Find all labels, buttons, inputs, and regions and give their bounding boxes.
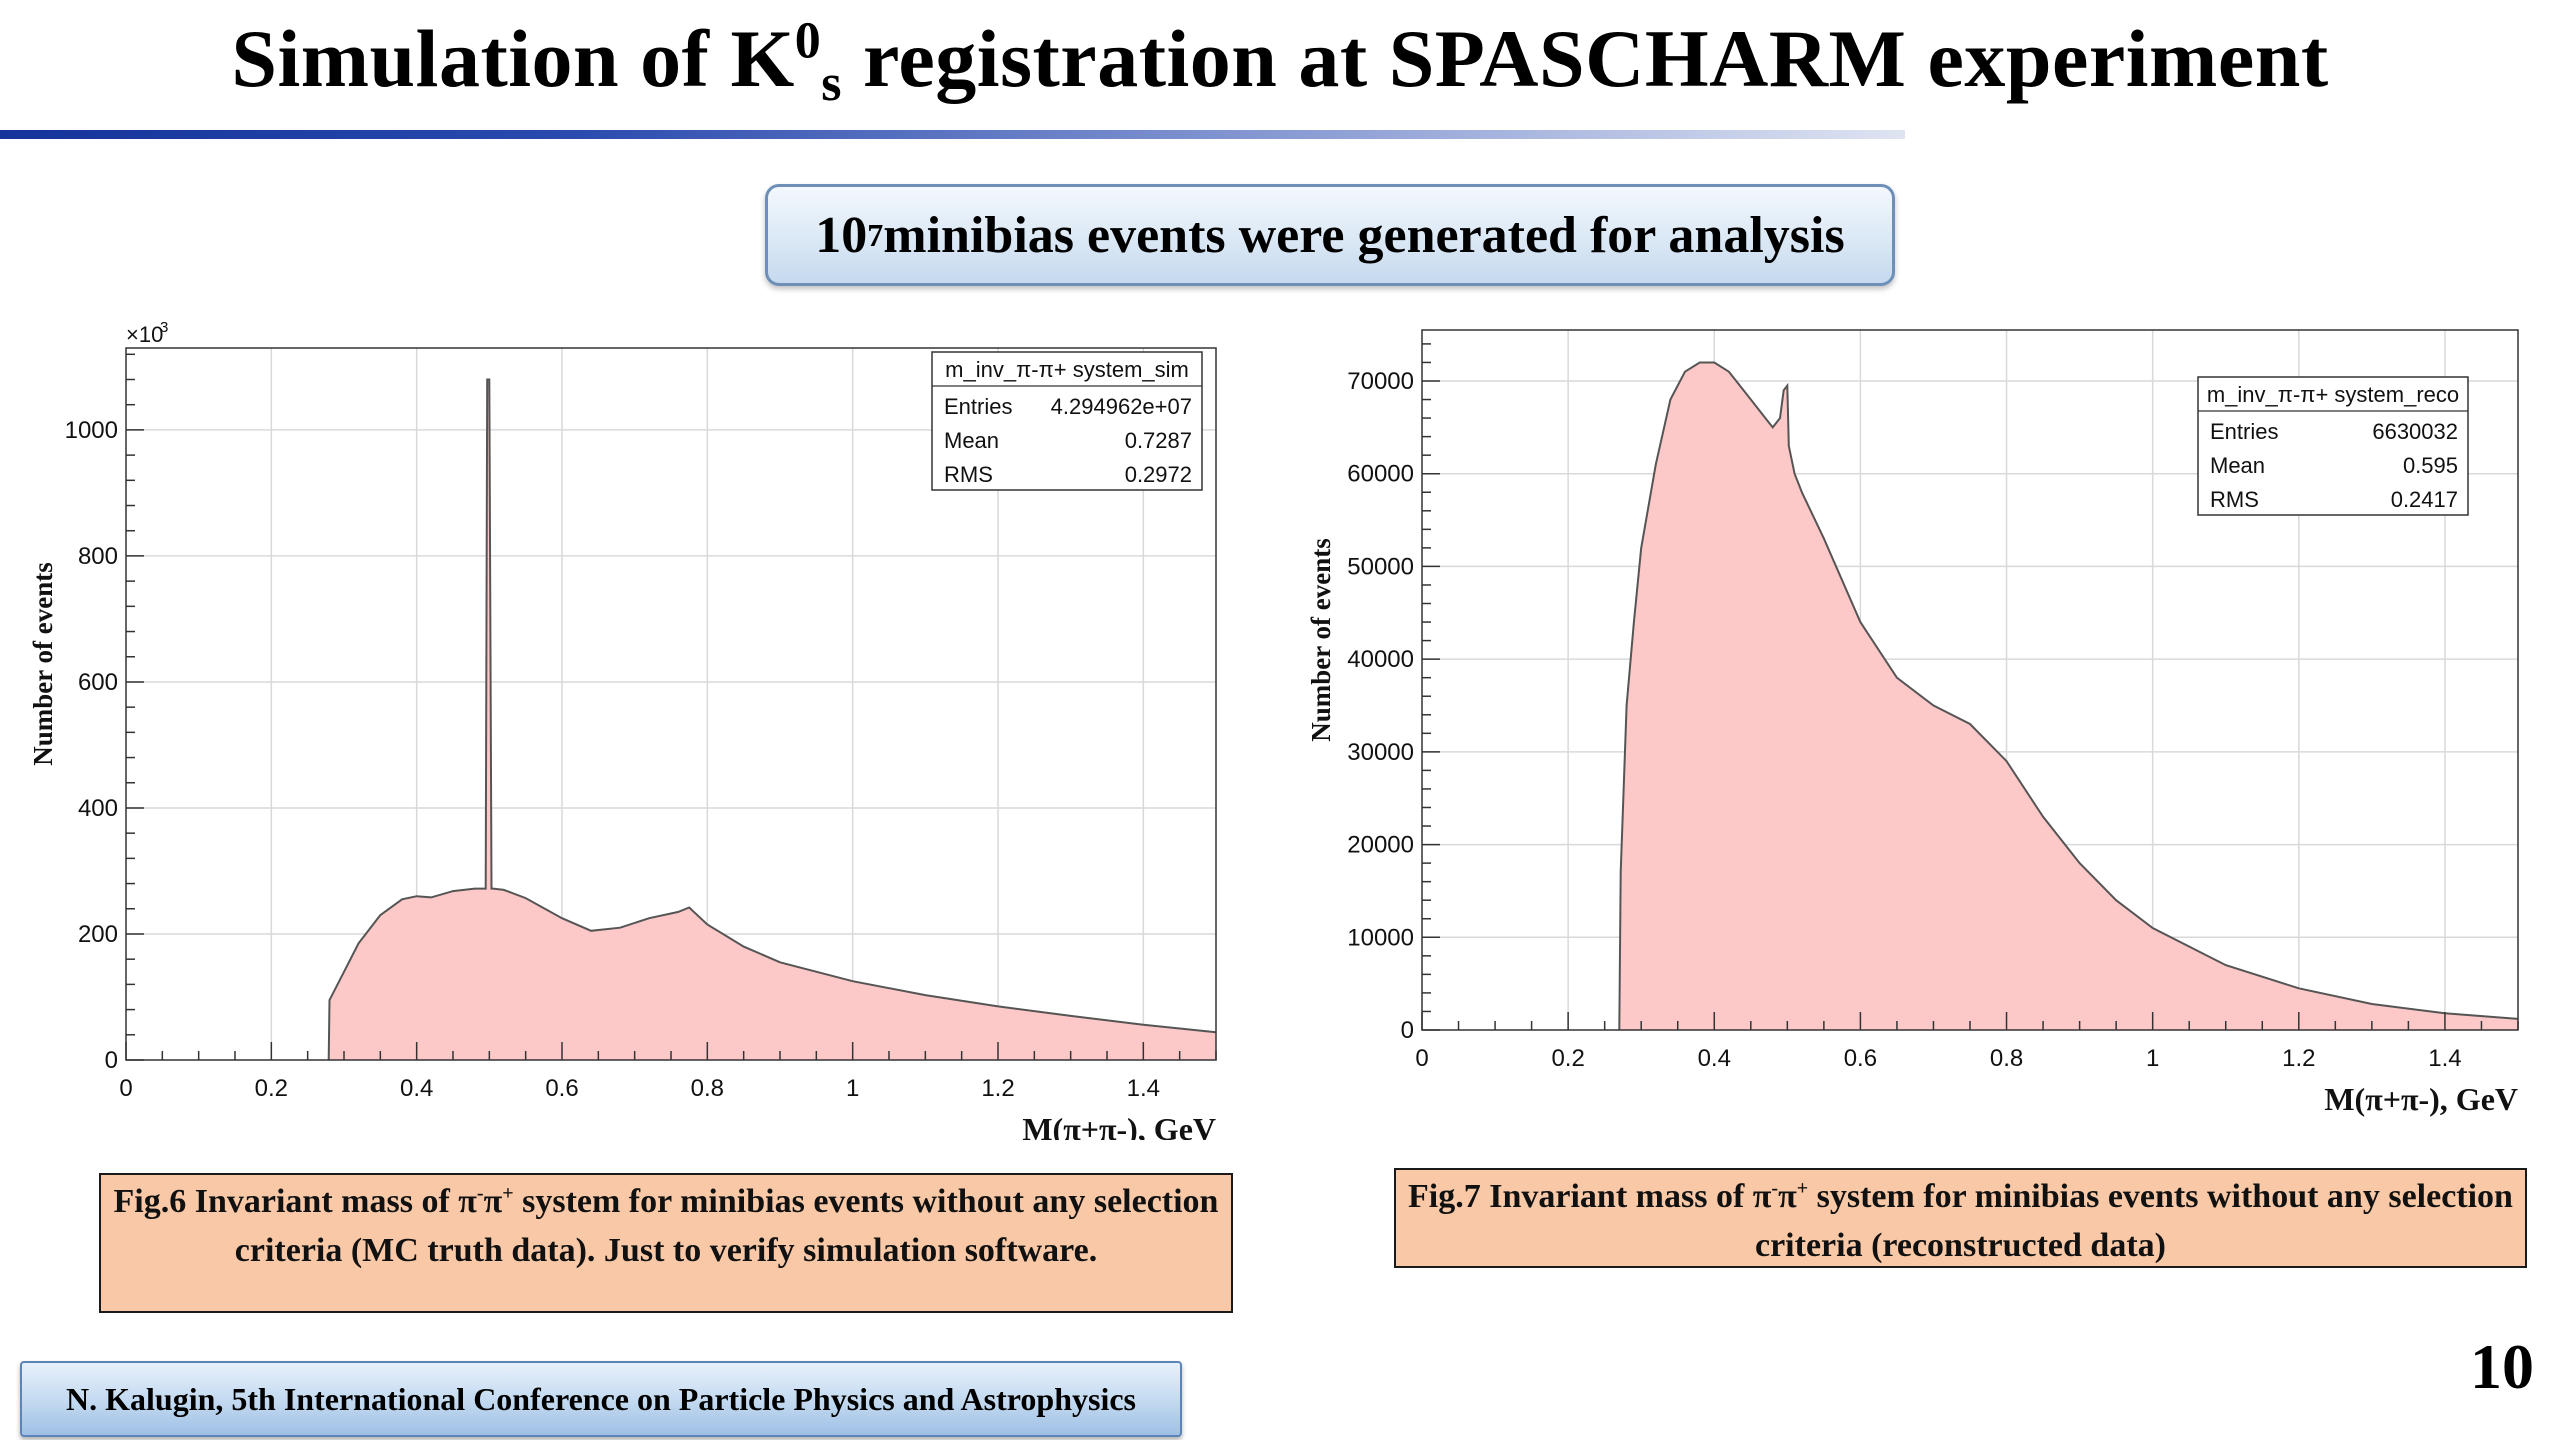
stats-row-value: 6630032 (2372, 419, 2458, 444)
x-tick-label: 0.8 (1990, 1045, 2023, 1072)
y-tick-label: 50000 (1347, 553, 1414, 580)
title-part: Simulation of K (231, 13, 795, 104)
y-tick-label: 1000 (65, 417, 118, 444)
histogram-outline (1618, 361, 2519, 1031)
y-tick-label: 200 (78, 921, 118, 948)
y-tick-label: 30000 (1347, 739, 1414, 766)
x-tick-label: 1.4 (1127, 1075, 1160, 1102)
page-number: 10 (2470, 1331, 2534, 1402)
x-tick-label: 0.2 (255, 1075, 288, 1102)
slide-title: Simulation of K0s registration at SPASCH… (0, 12, 2560, 110)
caption-text: system for minibias events without any s… (234, 1183, 1219, 1269)
y-multiplier-label: ×10 (126, 322, 163, 347)
stats-row-label: Entries (944, 394, 1012, 419)
stats-row-value: 0.2417 (2391, 487, 2458, 512)
stats-box-title: m_inv_π-π+ system_reco (2207, 382, 2459, 407)
stats-row-value: 0.7287 (1125, 428, 1192, 453)
y-axis-label: Number of events (1306, 538, 1336, 741)
stats-box-title: m_inv_π-π+ system_sim (945, 357, 1189, 382)
figure-7-caption: Fig.7 Invariant mass of π-π+ system for … (1394, 1168, 2527, 1268)
y-axis: 0 200 400 600 800 1000 (65, 353, 144, 1074)
histogram-fill (328, 379, 1216, 1060)
y-tick-label: 400 (78, 795, 118, 822)
banner-text: minibias events were generated for analy… (883, 206, 1845, 264)
caption-text: Fig.6 Invariant mass of π (113, 1183, 477, 1220)
stats-box: m_inv_π-π+ system_sim Entries 4.294962e+07… (931, 351, 1203, 491)
x-tick-label: 0.2 (1551, 1045, 1584, 1072)
y-tick-label: 70000 (1347, 368, 1414, 395)
banner-base: 10 (815, 206, 868, 264)
x-tick-label: 0 (119, 1075, 132, 1102)
x-tick-label: 0.4 (1698, 1045, 1731, 1072)
y-axis: 0 10000 20000 30000 40000 50000 60000 70000 (1347, 343, 1440, 1044)
stats-row-label: RMS (944, 462, 993, 487)
stats-row-label: Mean (944, 428, 999, 453)
x-tick-label: 1 (846, 1075, 859, 1102)
x-tick-label: 1.2 (981, 1075, 1014, 1102)
stats-row-label: RMS (2210, 487, 2259, 512)
title-underline (0, 130, 1905, 139)
y-tick-label: 60000 (1347, 461, 1414, 488)
x-axis: 0 0.2 0.4 0.6 0.8 1 1.2 1.4 (1415, 1012, 2519, 1072)
y-axis-label: Number of events (30, 562, 58, 765)
histogram-mc-truth-svg: 0 0.2 0.4 0.6 0.8 1 1.2 1.4 0 200 400 600 800 1000 Num… (30, 320, 1217, 1140)
y-tick-label: 600 (78, 669, 118, 696)
footer-citation: N. Kalugin, 5th International Conference… (20, 1361, 1182, 1437)
x-tick-label: 1.4 (2428, 1045, 2461, 1072)
x-axis: 0 0.2 0.4 0.6 0.8 1 1.2 1.4 (119, 1042, 1217, 1102)
caption-sup: + (502, 1182, 514, 1205)
title-subscript: s (821, 55, 842, 112)
caption-text: π (1778, 1178, 1797, 1215)
caption-sup: - (1771, 1177, 1779, 1200)
x-tick-label: 0.6 (545, 1075, 578, 1102)
stats-row-value: 0.595 (2403, 453, 2458, 478)
y-multiplier-exponent: 3 (160, 320, 168, 336)
stats-row-label: Entries (2210, 419, 2278, 444)
caption-text: system for minibias events without any s… (1755, 1178, 2513, 1264)
y-tick-label: 0 (1401, 1017, 1414, 1044)
histogram-reconstructed-svg: 0 0.2 0.4 0.6 0.8 1 1.2 1.4 0 10000 20000 30000 4000… (1306, 329, 2519, 1117)
y-tick-label: 40000 (1347, 646, 1414, 673)
events-banner: 10 7 minibias events were generated for a… (765, 184, 1895, 286)
y-tick-label: 800 (78, 543, 118, 570)
x-tick-label: 1 (2146, 1045, 2159, 1072)
caption-text: π (483, 1183, 503, 1220)
caption-sup: + (1796, 1177, 1809, 1200)
stats-row-value: 0.2972 (1125, 462, 1192, 487)
histogram-outline (327, 378, 1217, 1061)
histogram-fill (1619, 362, 2518, 1030)
x-tick-label: 0 (1415, 1045, 1428, 1072)
stats-box-frame (2197, 376, 2469, 516)
histogram-mc-truth: 0 0.2 0.4 0.6 0.8 1 1.2 1.4 0 200 400 600 800 1000 Num… (30, 320, 1270, 1140)
x-tick-label: 0.4 (400, 1075, 433, 1102)
caption-text: Fig.7 Invariant mass of π (1408, 1178, 1772, 1215)
figure-6-caption: Fig.6 Invariant mass of π-π+ system for … (99, 1173, 1233, 1313)
stats-row-value: 4.294962e+07 (1051, 394, 1192, 419)
y-tick-label: 20000 (1347, 832, 1414, 859)
stats-box: m_inv_π-π+ system_reco Entries 6630032 Mean… (2197, 376, 2469, 516)
x-tick-label: 0.8 (691, 1075, 724, 1102)
caption-sup: - (476, 1182, 484, 1205)
y-tick-label: 10000 (1347, 924, 1414, 951)
stats-box-frame (931, 351, 1203, 491)
x-tick-label: 1.2 (2282, 1045, 2315, 1072)
x-tick-label: 0.6 (1844, 1045, 1877, 1072)
title-part: registration at SPASCHARM experiment (841, 13, 2329, 104)
title-superscript: 0 (794, 12, 822, 70)
histogram-reconstructed: 0 0.2 0.4 0.6 0.8 1 1.2 1.4 0 10000 20000 30000 4000… (1300, 320, 2540, 1140)
x-axis-label: M(π+π-), GeV (2324, 1081, 2518, 1117)
stats-row-label: Mean (2210, 453, 2265, 478)
y-tick-label: 0 (105, 1047, 118, 1074)
x-axis-label: M(π+π-), GeV (1022, 1111, 1216, 1140)
